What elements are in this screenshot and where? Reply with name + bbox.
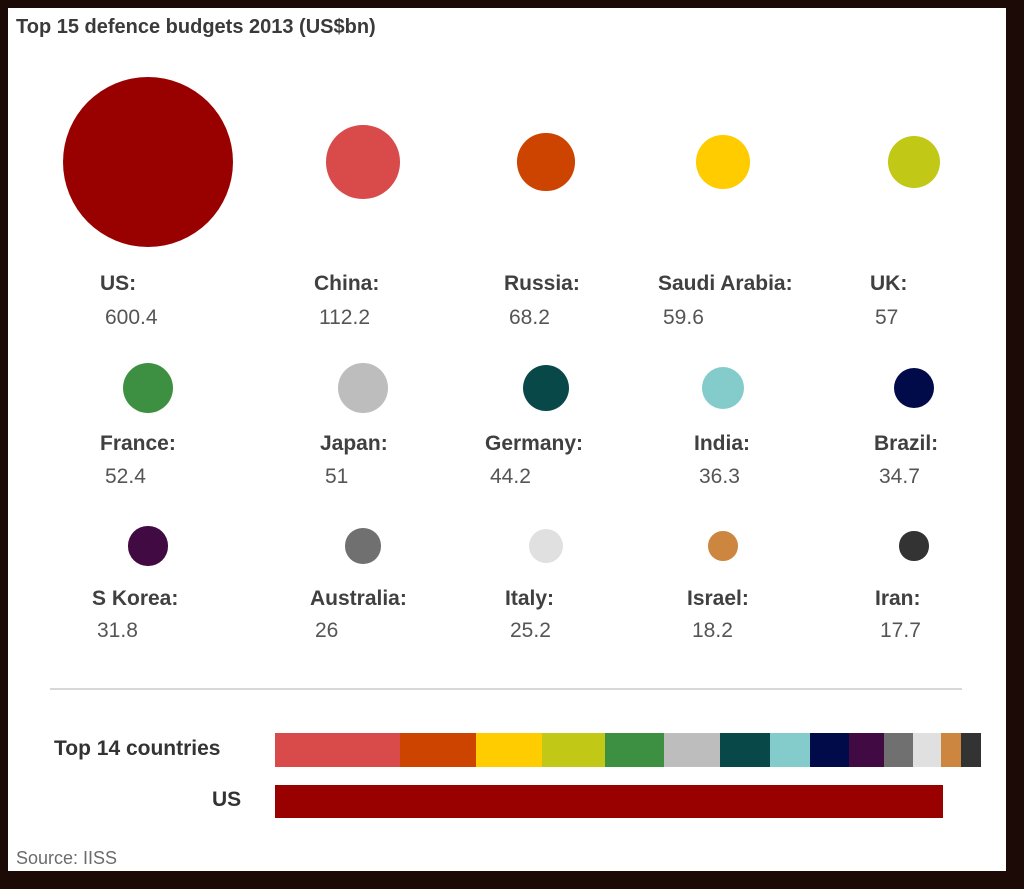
bubble-saudi-arabia <box>696 135 750 189</box>
segment-iran <box>961 733 981 767</box>
segment-india <box>769 733 811 767</box>
country-label: Japan: <box>320 432 388 455</box>
bubble-australia <box>345 528 381 564</box>
country-label: Australia: <box>310 587 407 610</box>
segment-s-korea <box>848 733 884 767</box>
country-label: S Korea: <box>92 587 179 610</box>
bubble-china <box>326 125 400 199</box>
country-value: 36.3 <box>699 465 740 488</box>
segment-brazil <box>810 733 849 767</box>
segment-uk <box>542 733 606 767</box>
bubble-france <box>122 362 174 414</box>
bubble-russia <box>517 133 575 191</box>
bubble-israel <box>708 531 738 561</box>
country-label: Russia: <box>504 272 580 295</box>
bubble-grid: US: 600.4 China: 112.2 Russia: 68.2 Saudi Arab… <box>8 8 1006 688</box>
country-value: 68.2 <box>509 306 550 329</box>
country-label: Germany: <box>485 432 584 455</box>
top14-stacked-bar <box>275 733 981 767</box>
bubble-india <box>702 367 744 409</box>
bubble-iran <box>899 531 929 561</box>
segment-italy <box>912 733 941 767</box>
country-label: US: <box>100 272 137 295</box>
country-value: 51 <box>325 465 349 488</box>
top14-bar-label: Top 14 countries <box>54 737 221 760</box>
segment-australia <box>884 733 913 767</box>
bubble-japan <box>338 363 388 413</box>
country-value: 26 <box>315 619 339 642</box>
country-label: UK: <box>870 272 908 295</box>
bubble-us <box>63 77 233 247</box>
country-label: China: <box>314 272 380 295</box>
bubble-brazil <box>893 367 935 409</box>
source-note: Source: IISS <box>16 848 118 868</box>
country-value: 52.4 <box>105 465 146 488</box>
bubble-uk <box>887 135 941 189</box>
country-label: India: <box>694 432 750 455</box>
country-value: 34.7 <box>879 465 920 488</box>
country-label: Italy: <box>505 587 555 610</box>
segment-china <box>275 733 400 767</box>
divider <box>50 688 962 690</box>
segment-germany <box>720 733 770 767</box>
country-label: France: <box>100 432 176 455</box>
segment-france <box>605 733 664 767</box>
country-value: 57 <box>875 306 899 329</box>
country-value: 31.8 <box>97 619 138 642</box>
segment-saudi-arabia <box>475 733 543 767</box>
country-value: 112.2 <box>319 306 370 329</box>
segment-japan <box>663 733 721 767</box>
segment-israel <box>940 733 962 767</box>
country-label: Israel: <box>687 587 749 610</box>
bubble-germany <box>522 364 570 412</box>
country-value: 18.2 <box>692 619 733 642</box>
us-bar-label: US <box>212 788 242 811</box>
country-value: 25.2 <box>510 619 551 642</box>
country-value: 17.7 <box>880 619 921 642</box>
segment-russia <box>399 733 476 767</box>
country-label: Saudi Arabia: <box>658 272 793 295</box>
country-value: 600.4 <box>105 306 158 329</box>
country-label: Iran: <box>875 587 921 610</box>
chart-frame: Top 15 defence budgets 2013 (US$bn) US: 6… <box>8 8 1006 871</box>
country-label: Brazil: <box>874 432 939 455</box>
chart-title: Top 15 defence budgets 2013 (US$bn) <box>16 16 376 38</box>
bubble-s-korea <box>128 526 168 566</box>
bubble-italy <box>528 528 564 564</box>
country-value: 44.2 <box>490 465 531 488</box>
us-bar <box>275 785 944 818</box>
country-value: 59.6 <box>663 306 704 329</box>
